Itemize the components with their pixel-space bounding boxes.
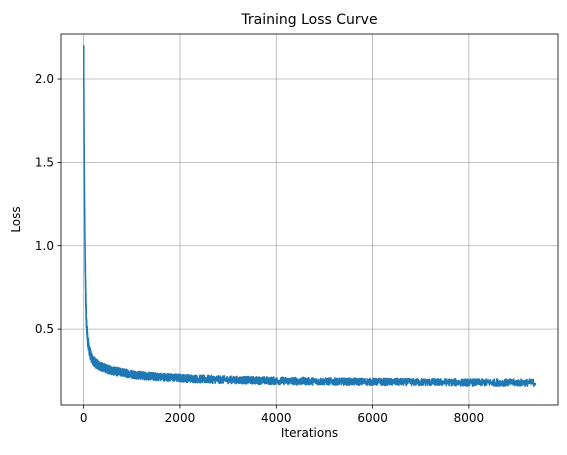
y-tick-label: 0.5 [35, 322, 54, 336]
x-tick-label: 2000 [165, 411, 196, 425]
x-tick-label: 0 [80, 411, 88, 425]
x-tick-label: 8000 [454, 411, 485, 425]
grid [61, 34, 558, 405]
loss-series-line [82, 44, 537, 387]
axes-frame [60, 33, 559, 406]
x-axis-label: Iterations [281, 426, 338, 440]
y-axis-label: Loss [9, 206, 23, 232]
y-tick-label: 1.0 [35, 239, 54, 253]
x-tick-label: 6000 [357, 411, 388, 425]
plot-area [82, 44, 537, 387]
x-tick-label: 4000 [261, 411, 292, 425]
ticks: 0 2000 4000 6000 8000 0.5 1.0 1.5 2.0 [35, 72, 484, 425]
y-tick-label: 2.0 [35, 72, 54, 86]
y-tick-label: 1.5 [35, 155, 54, 169]
chart-title: Training Loss Curve [240, 12, 377, 28]
